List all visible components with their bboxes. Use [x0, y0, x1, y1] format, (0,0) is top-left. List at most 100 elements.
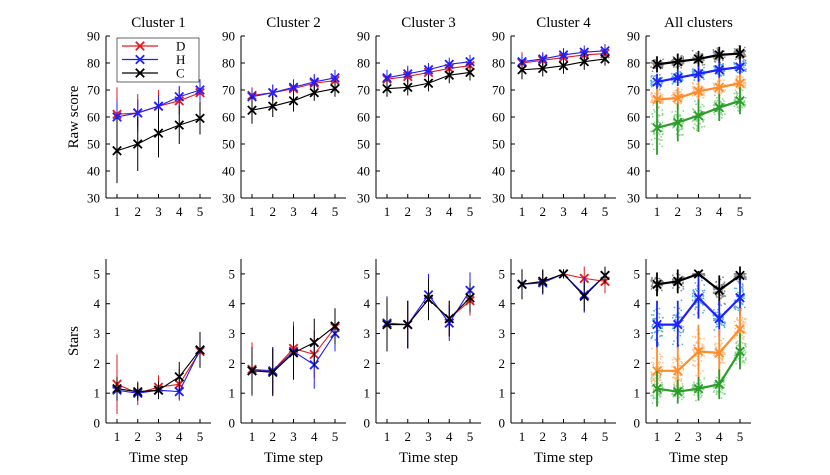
data-dot [671, 365, 673, 368]
data-point-C [174, 371, 185, 382]
data-point-C [444, 313, 455, 324]
data-dot [673, 306, 676, 309]
y-tick-label: 0 [94, 416, 101, 431]
data-dot [741, 287, 744, 290]
data-dot [723, 383, 726, 386]
x-axis-title: Time step [399, 450, 458, 466]
data-dot [743, 327, 745, 330]
data-dot [735, 345, 738, 347]
data-dot [703, 66, 705, 69]
data-dot [682, 396, 685, 398]
data-dot [671, 111, 674, 113]
data-dot [681, 134, 684, 136]
data-dot [740, 286, 743, 289]
data-point-H [330, 73, 340, 83]
x-tick-label: 5 [332, 429, 339, 444]
data-point-Cluster 2 [735, 324, 745, 334]
data-dot [733, 92, 736, 95]
data-dot [675, 102, 678, 105]
data-point-C [402, 319, 413, 330]
data-dot [744, 64, 747, 67]
data-dot [674, 379, 677, 381]
data-dot [742, 291, 744, 293]
data-dot [658, 307, 661, 310]
data-dot [678, 364, 681, 367]
data-dot [682, 110, 685, 112]
data-dot [735, 92, 738, 95]
x-tick-label: 4 [581, 204, 588, 219]
y-tick-label: 2 [94, 356, 101, 371]
y-tick-label: 70 [492, 83, 505, 98]
data-dot [723, 353, 726, 355]
data-point-Cluster 1 [714, 102, 725, 113]
data-dot [691, 384, 694, 387]
data-dot [703, 94, 706, 97]
data-dot [743, 335, 745, 338]
x-tick-label: 4 [311, 204, 318, 219]
y-tick-label: 0 [364, 416, 371, 431]
data-dot [659, 358, 662, 360]
data-dot [702, 295, 705, 298]
data-dot [743, 306, 746, 309]
data-dot [671, 64, 674, 66]
data-dot [650, 380, 653, 383]
legend-label-C: C [176, 66, 185, 81]
data-dot [661, 112, 664, 115]
x-tick-label: 5 [197, 204, 204, 219]
y-tick-label: 50 [492, 137, 505, 152]
data-dot [653, 331, 656, 334]
y-tick-label: 80 [87, 56, 100, 71]
y-tick-label: 1 [499, 386, 506, 401]
data-dot [694, 365, 697, 368]
data-dot [658, 88, 661, 91]
y-tick-label: 90 [627, 29, 640, 44]
data-point-Cluster 1 [693, 383, 704, 394]
data-point-Cluster 2 [672, 93, 683, 103]
data-dot [691, 120, 694, 123]
y-tick-label: 70 [87, 83, 100, 98]
y-tick-label: 2 [634, 356, 641, 371]
data-dot [691, 335, 694, 338]
data-dot [742, 338, 745, 341]
data-point-Cluster 4 [652, 279, 662, 290]
y-tick-label: 1 [634, 386, 641, 401]
data-point-C [517, 279, 527, 290]
data-dot [695, 374, 697, 377]
data-dot [652, 387, 655, 389]
data-point-C [579, 291, 590, 302]
data-dot [720, 75, 723, 77]
data-point-C [112, 383, 122, 394]
data-dot [703, 125, 706, 128]
data-dot [659, 64, 662, 67]
x-tick-label: 5 [602, 429, 609, 444]
y-tick-label: 5 [94, 266, 101, 281]
data-dot [722, 337, 725, 340]
panel-2-raw-plot [240, 35, 346, 199]
data-dot [743, 361, 746, 364]
data-dot [661, 127, 664, 130]
data-dot [720, 297, 722, 300]
data-point-H [382, 73, 392, 83]
data-dot [658, 133, 661, 136]
data-point-C [465, 67, 475, 78]
data-point-C [288, 348, 299, 358]
y-tick-label: 90 [492, 29, 505, 44]
data-dot [651, 324, 654, 326]
data-dot [716, 82, 719, 84]
y-tick-label: 2 [364, 356, 371, 371]
data-dot [743, 322, 746, 325]
data-dot [694, 123, 696, 126]
data-point-C [112, 145, 122, 156]
data-dot [736, 316, 739, 319]
data-dot [700, 109, 702, 112]
data-dot [680, 289, 683, 292]
data-dot [699, 393, 702, 395]
y-tick-label: 4 [499, 296, 506, 311]
data-dot [712, 292, 715, 295]
data-dot [713, 344, 716, 346]
data-dot [702, 311, 704, 314]
data-dot [745, 345, 747, 348]
x-tick-label: 4 [446, 429, 453, 444]
data-dot [713, 389, 716, 392]
x-tick-label: 1 [654, 429, 661, 444]
